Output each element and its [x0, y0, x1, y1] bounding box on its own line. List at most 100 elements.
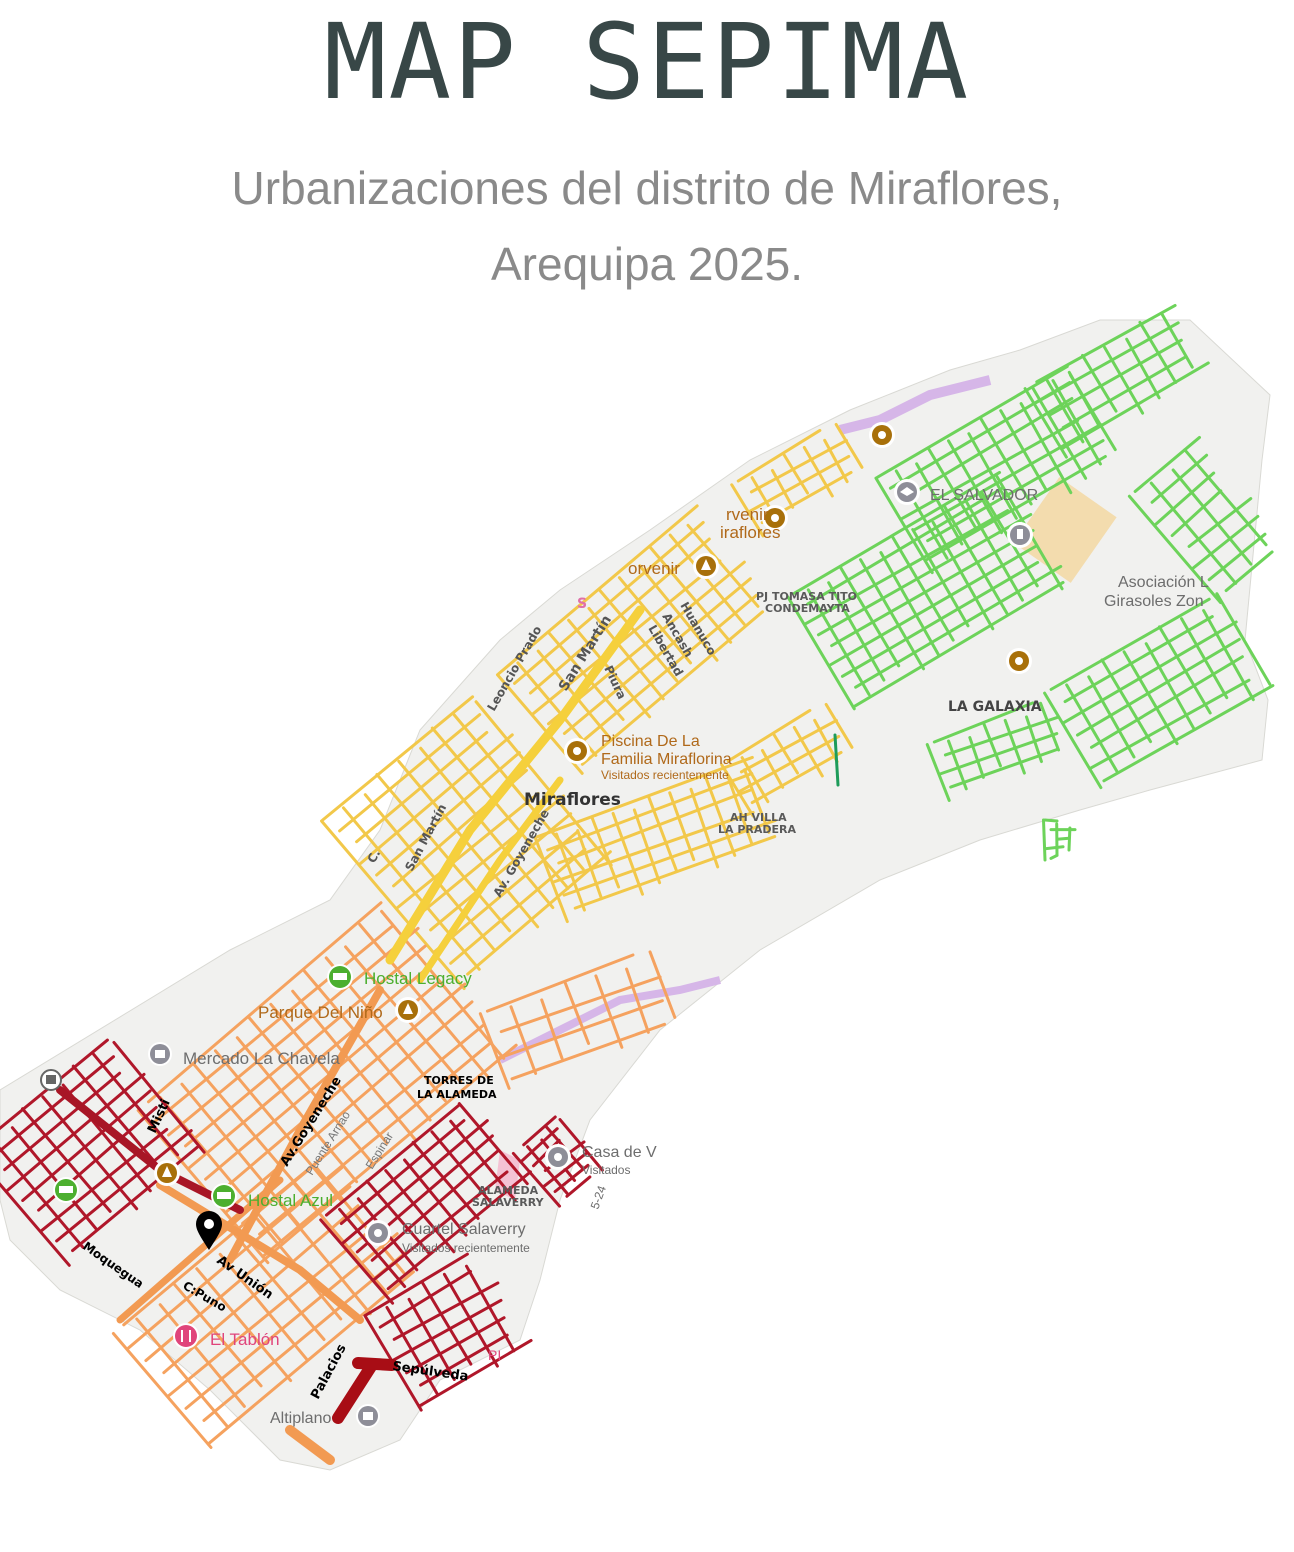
shop-pin[interactable]: [356, 1404, 380, 1428]
street-segment: [573, 835, 777, 910]
label-miraflores: Miraflores: [524, 790, 621, 810]
street-segment: [567, 618, 652, 719]
street-segment: [147, 901, 383, 1104]
street-segment: [1102, 684, 1275, 783]
street-segment: [1171, 468, 1253, 566]
hotel-pin-west[interactable]: [53, 1177, 79, 1203]
street-segment: [899, 419, 1080, 521]
park-pin-porvenir[interactable]: [693, 553, 719, 579]
district-map[interactable]: EL SALVADOR rvenir iraflores orvenir PJ …: [0, 300, 1294, 1500]
main-avenues: [56, 605, 840, 1465]
street-segment: [392, 1281, 500, 1341]
label-pi: PI: [488, 1347, 501, 1363]
label-villa-pradera-b: LA PRADERA: [718, 823, 797, 836]
street-segment: [1150, 453, 1209, 504]
street-segment: [1170, 489, 1223, 538]
street-segment: [319, 1218, 395, 1305]
street-segment: [720, 763, 755, 818]
street-segment: [466, 850, 612, 976]
street-grid-green-stub: [1042, 818, 1077, 862]
street-segment: [737, 734, 841, 794]
casa-pin[interactable]: [545, 1144, 571, 1170]
label-asociacion-b: Girasoles Zon: [1104, 593, 1204, 610]
street-segment: [1019, 402, 1073, 495]
street-segment: [430, 1130, 492, 1204]
street-segment: [224, 1000, 474, 1214]
bus-pin[interactable]: [40, 1069, 62, 1091]
restaurant-pin[interactable]: [173, 1323, 199, 1349]
location-pin-icon[interactable]: [196, 1211, 222, 1250]
hotel-pin-legacy[interactable]: [327, 964, 353, 990]
street-segment: [1089, 655, 1244, 749]
pool-pin[interactable]: [564, 738, 590, 764]
street-segment: [760, 748, 785, 789]
street-segment: [135, 1317, 230, 1429]
street-segment: [590, 815, 621, 889]
district-area: [0, 319, 1271, 1471]
label-alameda-a: ALAMEDA: [478, 1184, 539, 1197]
label-porvenir-miraflores-b: iraflores: [720, 523, 780, 542]
street-segment: [0, 1055, 115, 1162]
street-segment: [419, 1333, 509, 1387]
street-segment: [724, 770, 754, 846]
street-grid-yellow-north: [495, 504, 765, 775]
purple-ridge-mid: [498, 976, 721, 1064]
street-segment: [166, 1228, 373, 1398]
park-pin-top[interactable]: [869, 422, 895, 448]
street-segment: [1207, 532, 1267, 582]
street-segment: [520, 1127, 559, 1163]
street-segment: [806, 486, 1004, 606]
street-segment: [0, 1138, 85, 1249]
street-segment: [739, 718, 838, 774]
school-pin[interactable]: [894, 479, 920, 505]
street-segment: [947, 739, 968, 791]
street-segment: [370, 1149, 499, 1262]
street-segment: [1023, 387, 1068, 459]
label-torres-a: TORRES DE: [424, 1074, 494, 1087]
street-segment: [0, 1038, 109, 1152]
street-segment: [291, 1181, 389, 1295]
street-segment: [749, 438, 848, 494]
street-segment: [1043, 845, 1065, 851]
street-segment: [1047, 338, 1183, 417]
street-segment: [597, 588, 679, 683]
street-segment: [499, 975, 662, 1034]
street-segment: [55, 1129, 193, 1243]
street-segment: [563, 981, 591, 1045]
street-label-c: C.: [364, 847, 383, 866]
market-pin[interactable]: [148, 1042, 172, 1066]
street-segment: [218, 1252, 309, 1362]
park-pin-nino[interactable]: [395, 997, 421, 1023]
street-segment: [750, 750, 843, 805]
label-parque-nino: Parque Del Niño: [258, 1003, 383, 1022]
label-el-salvador: EL SALVADOR: [930, 487, 1038, 504]
street-segment: [1061, 356, 1186, 430]
park-pin-south[interactable]: [154, 1160, 180, 1186]
street-segment: [890, 535, 955, 642]
street-segment: [397, 759, 540, 929]
street-segment: [1149, 481, 1238, 585]
label-piscina-b: Familia Miraflorina: [601, 751, 732, 768]
street-segment: [221, 982, 467, 1192]
playground-pin[interactable]: [762, 505, 788, 531]
park-pin-galaxia[interactable]: [1006, 648, 1032, 674]
street-segment: [21, 1089, 152, 1202]
poi-markers: [40, 422, 1033, 1428]
purple-ridge-top: [838, 375, 992, 435]
street-segment: [1088, 678, 1251, 771]
street-segment: [509, 1005, 538, 1075]
street-segment: [384, 1169, 456, 1254]
street-segment: [1024, 715, 1043, 764]
street-segment: [816, 513, 1033, 637]
monument-pin[interactable]: [1007, 522, 1033, 548]
street-segment: [740, 756, 770, 804]
hotel-pin-azul[interactable]: [211, 1183, 237, 1209]
street-sepulveda: [352, 1357, 398, 1371]
street-segment: [1180, 617, 1229, 700]
street-segment: [522, 1115, 557, 1147]
street-segment: [1103, 345, 1145, 415]
barracks-pin[interactable]: [365, 1220, 391, 1246]
street-grid-red-west: [0, 1038, 206, 1267]
street-segment: [982, 722, 1002, 768]
street-segment: [371, 1170, 509, 1282]
